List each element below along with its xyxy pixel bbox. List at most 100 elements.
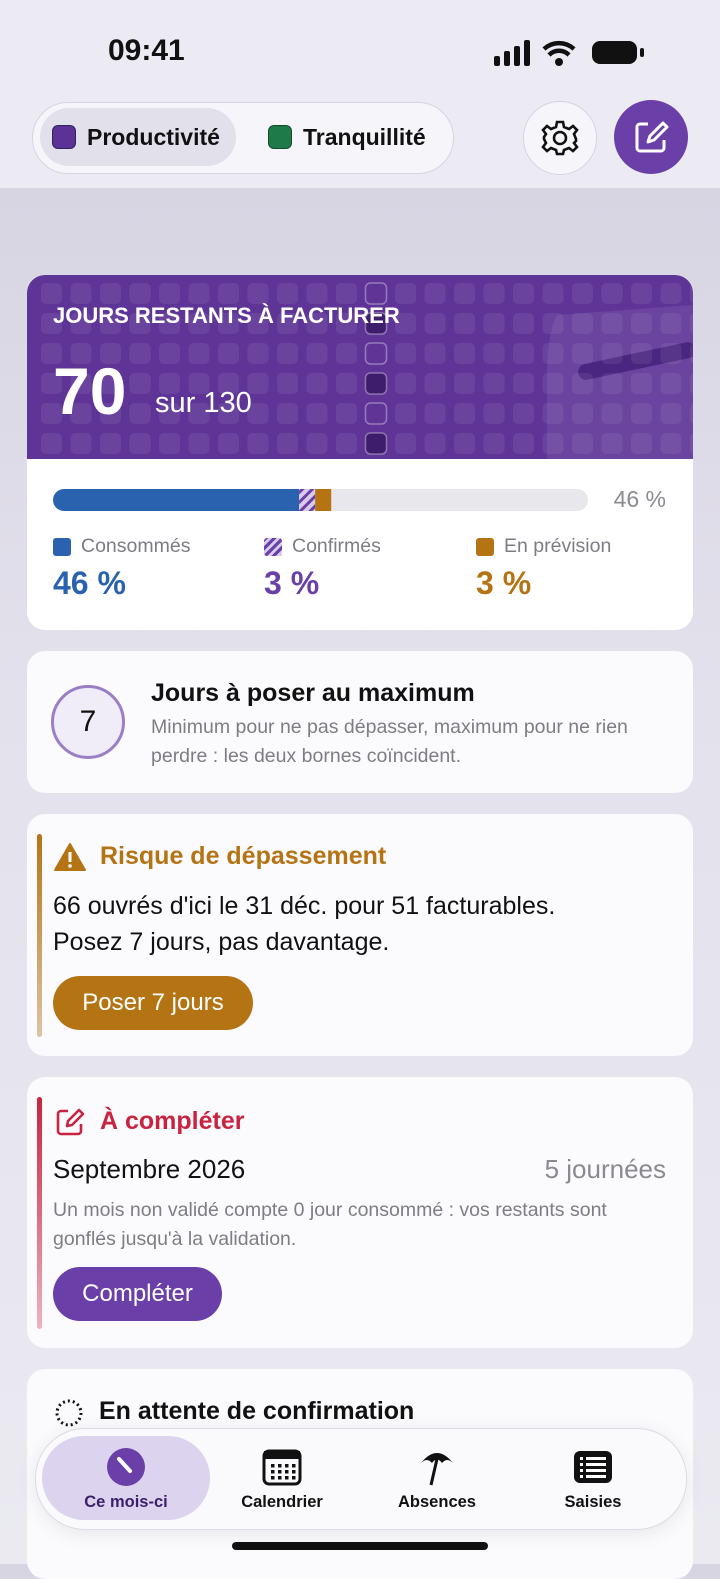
progress-label: 46 % xyxy=(613,486,666,512)
mode-icon xyxy=(268,125,292,149)
max-days-count: 7 xyxy=(51,685,125,759)
pattern-cell xyxy=(513,283,534,304)
tab-item[interactable]: Absences xyxy=(367,1436,507,1520)
pattern-cell xyxy=(631,433,652,454)
pattern-cell xyxy=(306,313,328,334)
pattern-cell xyxy=(129,313,151,334)
pattern-cell xyxy=(129,403,151,424)
mode-icon xyxy=(52,125,76,149)
home-indicator xyxy=(232,1542,488,1550)
pattern-cell xyxy=(572,433,593,454)
pattern-cell xyxy=(483,313,505,334)
gear-icon xyxy=(541,120,579,156)
tab-item[interactable]: Saisies xyxy=(523,1436,663,1520)
pattern-cell xyxy=(159,373,180,394)
pattern-cell xyxy=(542,403,564,424)
hero-pattern xyxy=(41,282,693,459)
pattern-cell xyxy=(572,283,593,304)
pattern-cell xyxy=(100,373,121,394)
tab-label: Saisies xyxy=(564,1493,622,1511)
pattern-cell xyxy=(100,343,121,364)
risk-button[interactable]: Poser 7 jours xyxy=(53,976,253,1030)
max-days-title: Jours à poser au maximum xyxy=(151,679,475,707)
pattern-cell xyxy=(188,313,210,334)
complete-title: À compléter xyxy=(100,1107,245,1135)
tab-item[interactable]: Calendrier xyxy=(212,1436,352,1520)
pattern-cell xyxy=(454,433,475,454)
pattern-cell xyxy=(690,373,693,394)
progress-segment xyxy=(299,489,316,511)
pattern-cell xyxy=(306,433,328,454)
pattern-cell xyxy=(631,373,652,394)
pattern-cell xyxy=(395,403,416,424)
pattern-cell xyxy=(188,433,210,454)
tab-item[interactable]: Ce mois-ci xyxy=(56,1436,196,1520)
pattern-cell xyxy=(100,313,121,334)
compose-icon xyxy=(635,121,669,153)
tab-label: Absences xyxy=(398,1493,476,1511)
pattern-cell xyxy=(41,343,62,364)
pattern-cell xyxy=(660,343,682,364)
pattern-cell xyxy=(454,343,475,364)
complete-card: À compléter Septembre 2026 5 journées Un… xyxy=(27,1077,693,1348)
pattern-cell xyxy=(277,313,298,334)
pattern-cell xyxy=(424,343,446,364)
pattern-cell xyxy=(41,313,62,334)
max-days-card: 7 Jours à poser au maximum Minimum pour … xyxy=(27,651,693,793)
pattern-cell xyxy=(454,373,475,394)
clock: 09:41 xyxy=(108,34,185,67)
pattern-cell xyxy=(513,313,534,334)
pattern-cell xyxy=(690,313,693,334)
pattern-cell xyxy=(483,433,505,454)
pattern-cell xyxy=(41,373,62,394)
pattern-cell xyxy=(572,313,593,334)
complete-month: Septembre 2026 xyxy=(53,1154,246,1184)
pattern-cell xyxy=(483,403,505,424)
legend-swatch xyxy=(476,538,494,556)
complete-description: Un mois non validé compte 0 jour consomm… xyxy=(53,1199,607,1250)
legend-swatch xyxy=(264,538,282,556)
pattern-cell xyxy=(395,343,416,364)
pattern-cell xyxy=(218,403,239,424)
legend-value: 46 % xyxy=(53,565,126,601)
mode-label: Tranquillité xyxy=(303,124,426,150)
pattern-cell xyxy=(601,343,623,364)
pattern-cell xyxy=(483,373,505,394)
pattern-cell xyxy=(188,403,210,424)
mode-label: Productivité xyxy=(87,124,220,150)
pattern-cell xyxy=(129,433,151,454)
pattern-cell xyxy=(660,433,682,454)
pattern-cell xyxy=(129,343,151,364)
pattern-cell xyxy=(424,313,446,334)
pattern-cell xyxy=(513,343,534,364)
settings-button[interactable] xyxy=(523,101,597,175)
complete-button[interactable]: Compléter xyxy=(53,1267,222,1321)
pattern-cell xyxy=(188,373,210,394)
pattern-cell xyxy=(188,283,210,304)
pattern-cell xyxy=(129,283,151,304)
pattern-cell xyxy=(364,312,388,335)
legend-name: Confirmés xyxy=(292,535,381,557)
pattern-cell xyxy=(601,313,623,334)
pattern-cell xyxy=(424,283,446,304)
tab-icon xyxy=(421,1453,453,1486)
mode-tab[interactable]: Productivité xyxy=(40,108,236,166)
pattern-cell xyxy=(660,313,682,334)
pattern-cell xyxy=(277,433,298,454)
pattern-cell xyxy=(542,433,564,454)
pattern-cell xyxy=(631,283,652,304)
mode-tab[interactable]: Tranquillité xyxy=(256,108,446,166)
hero-card: JOURS RESTANTS À FACTURER 70 sur 130 46 … xyxy=(27,275,693,630)
pattern-cell xyxy=(218,343,239,364)
pattern-cell xyxy=(454,313,475,334)
pattern-cell xyxy=(100,433,121,454)
pattern-cell xyxy=(690,283,693,304)
pattern-cell xyxy=(601,403,623,424)
pattern-cell xyxy=(41,403,62,424)
compose-button[interactable] xyxy=(614,100,688,174)
pattern-cell xyxy=(159,283,180,304)
pattern-cell xyxy=(513,403,534,424)
warning-icon xyxy=(54,843,86,871)
pattern-cell xyxy=(100,283,121,304)
